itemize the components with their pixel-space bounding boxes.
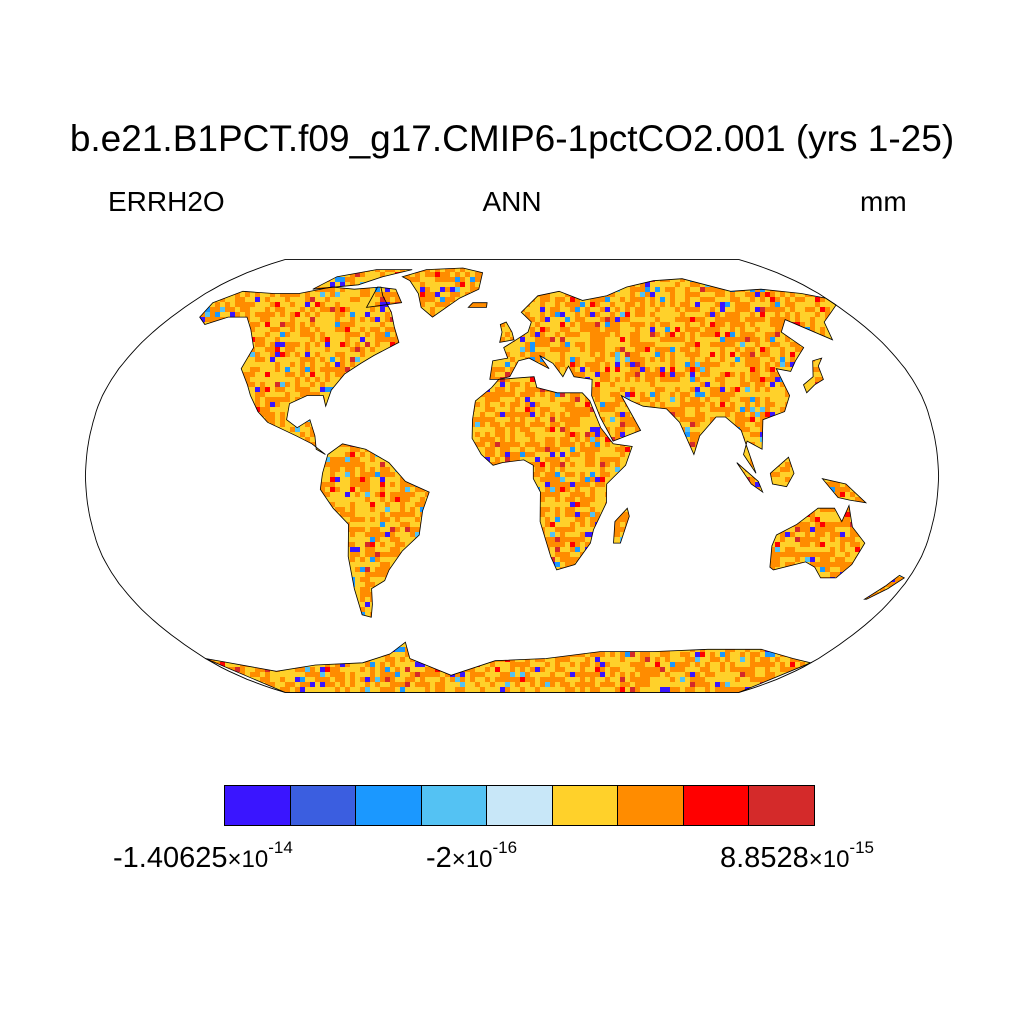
coastline-africa xyxy=(471,376,633,571)
coastline-baffin xyxy=(365,286,403,308)
coastline-nz xyxy=(863,574,906,600)
colorbar-swatch xyxy=(224,785,291,826)
colorbar-swatch xyxy=(421,785,488,826)
coastline-uk xyxy=(499,321,515,343)
figure-title: b.e21.B1PCT.f09_g17.CMIP6-1pctCO2.001 (y… xyxy=(0,118,1024,160)
colorbar-swatch xyxy=(617,785,684,826)
colorbar-swatch xyxy=(552,785,619,826)
colorbar-swatch xyxy=(486,785,553,826)
units-label: mm xyxy=(860,186,907,218)
colorbar-swatch xyxy=(748,785,815,826)
coastline-sumatra xyxy=(736,462,764,494)
coastline-madagascar xyxy=(613,507,630,544)
coastline-eurasia xyxy=(489,278,837,474)
colorbar-swatch xyxy=(355,785,422,826)
coastline-japan xyxy=(803,357,824,394)
map-boundary xyxy=(84,259,940,693)
colorbar-label-mid: -2×10-16 xyxy=(426,838,517,875)
season-label: ANN xyxy=(0,186,1024,218)
coastline-south-america xyxy=(319,443,430,618)
colorbar-swatch xyxy=(290,785,357,826)
coastlines xyxy=(199,267,906,693)
colorbar-label-min: -1.40625×10-14 xyxy=(113,838,293,875)
variable-label: ERRH2O xyxy=(108,186,225,218)
coastline-iceland xyxy=(467,302,488,308)
coastline-arctic-islands xyxy=(312,269,413,290)
coastline-greenland xyxy=(401,267,484,318)
coastline-australia xyxy=(769,504,866,579)
coastline-north-america xyxy=(199,286,400,455)
coastline-new-guinea xyxy=(821,478,868,504)
colorbar-label-max: 8.8528×10-15 xyxy=(720,838,874,875)
colorbar-swatch xyxy=(683,785,750,826)
coastline-borneo xyxy=(769,456,795,488)
